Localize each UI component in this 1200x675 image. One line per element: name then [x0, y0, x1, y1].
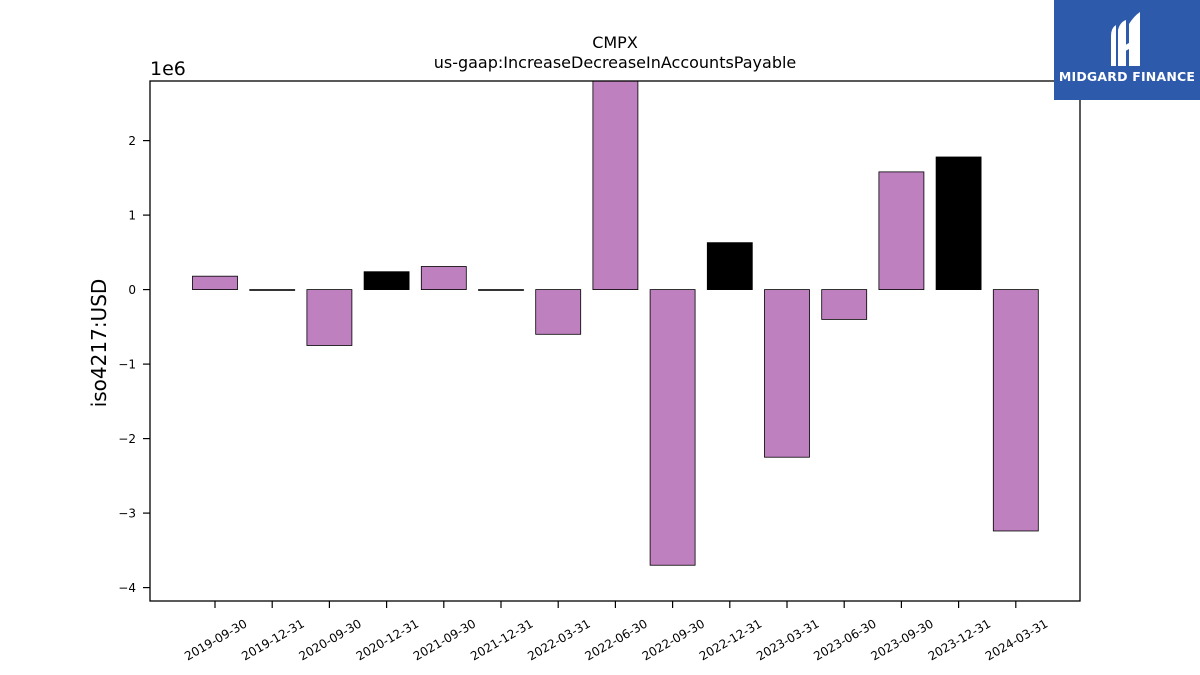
y-axis-label: iso4217:USD [87, 279, 111, 408]
x-tick-label: 2020-12-31 [354, 616, 421, 663]
bar-2019-09-30 [192, 275, 238, 290]
x-tick-label: 2019-09-30 [182, 616, 249, 663]
y-tick-label: −1 [118, 358, 136, 372]
midgard-logo-icon [1111, 12, 1140, 66]
x-tick-label: 2021-12-31 [468, 616, 535, 663]
bar-2019-12-31 [249, 289, 296, 291]
y-scale-offset: 1e6 [150, 58, 186, 80]
y-tick-label: −4 [118, 581, 136, 595]
bar-2024-03-31 [992, 289, 1039, 532]
x-tick-label: 2020-09-30 [296, 616, 363, 663]
x-tick-label: 2022-09-30 [640, 616, 707, 663]
y-tick-label: 1 [128, 209, 136, 223]
y-tick-label: −2 [118, 432, 136, 446]
bar-2022-09-30 [649, 289, 696, 566]
logo-text: MIDGARD FINANCE [1058, 69, 1196, 84]
x-axis: 2019-09-302019-12-312020-09-302020-12-31… [182, 601, 1050, 663]
x-tick-label: 2023-09-30 [868, 616, 935, 663]
chart-subtitle: us-gaap:IncreaseDecreaseInAccountsPayabl… [434, 53, 797, 72]
x-tick-label: 2021-09-30 [411, 616, 478, 663]
bars-group [192, 81, 1039, 566]
midgard-finance-logo: MIDGARD FINANCE [1054, 0, 1200, 100]
x-tick-label: 2024-03-31 [983, 616, 1050, 663]
chart-title: CMPX [592, 33, 638, 52]
bar-2023-12-31 [935, 156, 982, 290]
bar-2020-09-30 [306, 289, 353, 346]
x-tick-label: 2022-03-31 [525, 616, 592, 663]
bar-2022-03-31 [535, 289, 582, 335]
bar-2021-12-31 [478, 289, 524, 291]
x-tick-label: 2023-03-31 [754, 616, 821, 663]
bar-2020-12-31 [363, 271, 410, 290]
bar-2022-12-31 [706, 242, 753, 290]
bar-2023-06-30 [821, 289, 868, 320]
x-tick-label: 2022-06-30 [582, 616, 649, 663]
x-tick-label: 2023-06-30 [811, 616, 878, 663]
y-tick-label: 2 [128, 134, 136, 148]
bar-2023-09-30 [878, 171, 925, 290]
bar-2023-03-31 [764, 289, 810, 458]
y-axis: 2 1 0 −1 −2 −3 −4 [118, 134, 150, 595]
y-tick-label: 0 [128, 283, 136, 297]
x-tick-label: 2022-12-31 [697, 616, 764, 663]
bar-2021-09-30 [420, 266, 467, 290]
bar-2022-06-30 [592, 81, 639, 290]
x-tick-label: 2019-12-31 [239, 616, 306, 663]
y-tick-label: −3 [118, 507, 136, 521]
x-tick-label: 2023-12-31 [926, 616, 993, 663]
